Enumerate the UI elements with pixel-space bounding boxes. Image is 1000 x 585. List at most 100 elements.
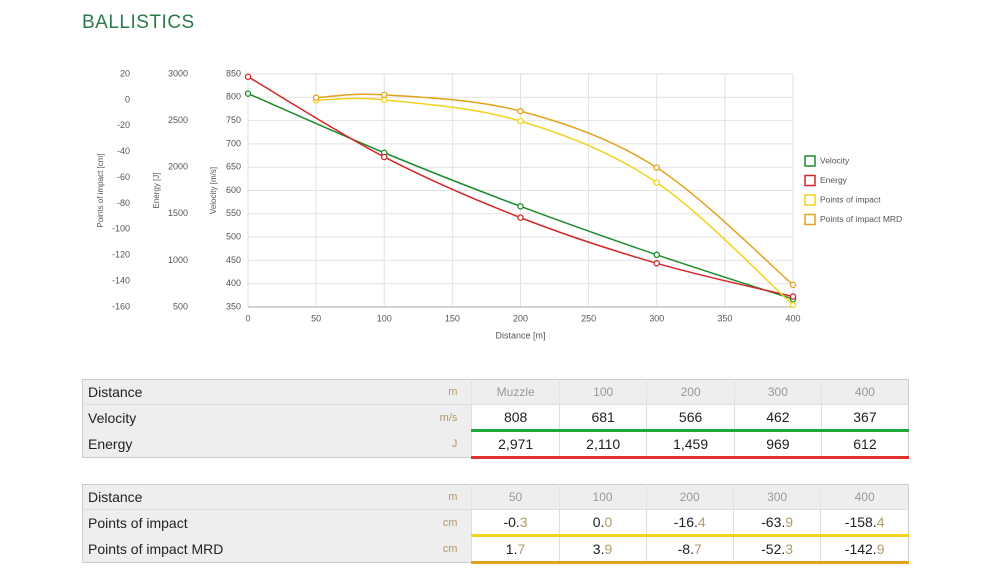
legend-label: Velocity xyxy=(820,155,850,165)
y-tick-label: 550 xyxy=(226,208,241,218)
y-tick-label: 350 xyxy=(226,301,241,311)
y3-tick-label: -80 xyxy=(117,198,130,208)
y3-tick-label: -100 xyxy=(112,224,130,234)
axis-title: Velocity [m/s] xyxy=(209,167,218,214)
unit: cm xyxy=(423,535,472,563)
y3-tick-label: -140 xyxy=(112,275,130,285)
y-tick-label: 450 xyxy=(226,255,241,265)
y-tick-label: 500 xyxy=(226,231,241,241)
cell: -52.3 xyxy=(732,535,821,564)
cell: -8.7 xyxy=(645,535,734,564)
cell: 566 xyxy=(646,404,735,432)
fraction-digit: 9 xyxy=(876,541,885,557)
fraction-digit: 4 xyxy=(697,514,706,530)
y3-tick-label: -20 xyxy=(117,120,130,130)
y3-tick-label: -60 xyxy=(117,172,130,182)
y-tick-label: 650 xyxy=(226,162,241,172)
cell: 100 xyxy=(558,379,647,405)
data-point xyxy=(517,203,524,210)
data-point xyxy=(244,73,252,80)
series-line xyxy=(316,93,794,286)
fraction-digit: 0 xyxy=(604,514,613,530)
cell: 1.7 xyxy=(471,535,560,564)
cell: 300 xyxy=(733,379,822,405)
cell: Muzzle xyxy=(471,379,560,405)
table: Distance m Muzzle 100 200 300 400 Velocity m/s 80… xyxy=(82,379,909,459)
x-tick-label: 400 xyxy=(785,313,800,323)
legend-swatch xyxy=(804,213,816,226)
x-tick-label: 50 xyxy=(311,313,321,323)
data-point xyxy=(244,90,252,97)
cell: 2,110 xyxy=(558,430,647,459)
legend-swatch xyxy=(804,155,816,167)
cell: -63.9 xyxy=(732,509,821,537)
data-point xyxy=(380,91,388,99)
x-tick-label: 300 xyxy=(649,313,664,323)
cell: 200 xyxy=(646,379,735,405)
legend-label: Points of impact xyxy=(820,194,881,204)
table-row: Distance m Muzzle 100 200 300 400 xyxy=(82,379,909,405)
data-point xyxy=(653,179,661,186)
row-label: Energy xyxy=(82,430,423,458)
x-tick-label: 0 xyxy=(245,313,250,323)
fraction-digit: 7 xyxy=(693,541,702,557)
cell: 100 xyxy=(558,484,647,510)
y-tick-label: 400 xyxy=(226,278,241,288)
data-point xyxy=(380,153,388,161)
y2-tick-label: 500 xyxy=(173,301,188,311)
legend-label: Energy xyxy=(820,175,848,185)
cell: 367 xyxy=(820,404,909,432)
cell: 681 xyxy=(558,404,647,432)
table-row: Velocity m/s 808 681 566 462 367 xyxy=(82,404,909,432)
fraction-digit: 3 xyxy=(519,514,528,530)
page-title: BALLISTICS xyxy=(82,12,195,33)
y-tick-label: 750 xyxy=(226,115,241,125)
row-label: Distance xyxy=(82,379,423,405)
table-row: Distance m 50 100 200 300 400 xyxy=(82,484,909,510)
cell: -142.9 xyxy=(820,535,909,564)
y-tick-label: 850 xyxy=(226,68,241,78)
unit: m/s xyxy=(422,404,472,431)
x-tick-label: 200 xyxy=(513,313,528,323)
row-label: Velocity xyxy=(82,404,423,431)
x-tick-label: 150 xyxy=(445,313,460,323)
data-point xyxy=(653,260,661,267)
data-point xyxy=(789,301,797,309)
fraction-digit: 7 xyxy=(517,541,526,557)
table-row: Points of impact cm -0.3 0.0 -16.4 -63.9 -158.… xyxy=(82,509,909,537)
row-label: Points of impact xyxy=(82,509,423,536)
data-point xyxy=(312,94,320,101)
fraction-digit: 4 xyxy=(876,514,885,530)
series-line xyxy=(316,97,794,306)
data-point xyxy=(789,281,797,289)
axis-title: Energy [J] xyxy=(152,172,161,208)
data-point xyxy=(517,214,524,221)
cell: 200 xyxy=(645,484,734,510)
cell: 2,971 xyxy=(471,430,560,459)
cell: 300 xyxy=(732,484,821,510)
unit: cm xyxy=(423,509,472,536)
cell: 0.0 xyxy=(558,509,647,537)
data-point xyxy=(789,293,797,300)
y2-tick-label: 3000 xyxy=(168,68,188,78)
unit: J xyxy=(422,430,472,458)
cell: 400 xyxy=(820,484,909,510)
cell: -16.4 xyxy=(645,509,734,537)
x-tick-label: 250 xyxy=(581,313,596,323)
y2-tick-label: 1500 xyxy=(168,208,188,218)
y3-tick-label: -120 xyxy=(112,250,130,260)
cell: 462 xyxy=(733,404,822,432)
y3-tick-label: 20 xyxy=(120,68,130,78)
data-point xyxy=(653,164,661,171)
unit: m xyxy=(422,379,472,405)
x-tick-label: 100 xyxy=(377,313,392,323)
unit: m xyxy=(423,484,472,510)
table-row: Energy J 2,971 2,110 1,459 969 612 xyxy=(82,430,909,459)
fraction-digit: 3 xyxy=(785,541,794,557)
data-point xyxy=(517,107,524,115)
y3-tick-label: 0 xyxy=(125,94,130,104)
data-point xyxy=(653,251,661,259)
y2-tick-label: 1000 xyxy=(168,255,188,265)
cell: 50 xyxy=(471,484,560,510)
fraction-digit: 9 xyxy=(604,541,613,557)
